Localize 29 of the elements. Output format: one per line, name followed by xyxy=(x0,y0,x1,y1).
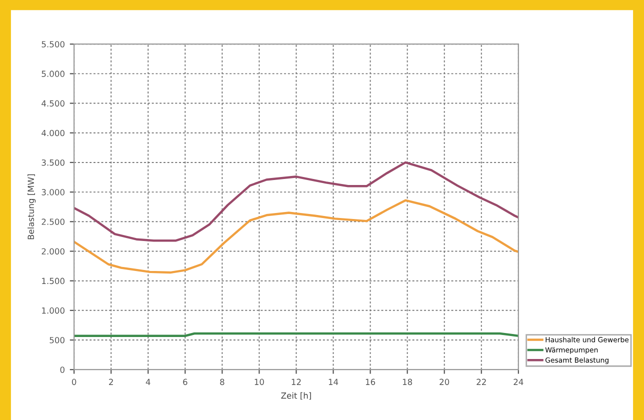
x-tick-label: 24 xyxy=(514,378,524,385)
y-tick-label: 4.000 xyxy=(42,130,64,136)
x-tick-label: 20 xyxy=(440,378,450,386)
x-tick-label: 18 xyxy=(402,378,412,386)
y-axis-title: Belastung [MW] xyxy=(28,174,36,240)
x-axis-title: Zeit [h] xyxy=(281,392,311,400)
x-tick-label: 14 xyxy=(328,378,338,385)
y-tick-label: 4.500 xyxy=(42,100,64,107)
y-tick-label: 1.000 xyxy=(42,307,64,314)
y-tick-label: 3.000 xyxy=(42,189,64,196)
y-tick-label: 500 xyxy=(50,336,64,344)
line-series xyxy=(74,199,518,274)
y-tick-label: 3.500 xyxy=(42,159,64,166)
y-tick-label: 5.000 xyxy=(42,70,64,77)
x-tick-label: 8 xyxy=(220,378,224,386)
y-tick-label: 0 xyxy=(60,366,64,373)
x-tick-label: 2 xyxy=(109,378,113,385)
x-tick-label: 22 xyxy=(476,378,486,385)
y-tick-label: 2.000 xyxy=(42,248,64,255)
y-tick-label: 1.500 xyxy=(42,278,64,284)
x-tick-label: 10 xyxy=(254,378,264,386)
x-tick-label: 16 xyxy=(366,378,376,386)
x-tick-label: 12 xyxy=(292,378,301,385)
y-tick-label: 2.500 xyxy=(42,218,64,225)
line-series xyxy=(74,161,518,242)
x-tick-label: 6 xyxy=(183,378,188,386)
x-tick-label: 0 xyxy=(72,378,76,386)
y-tick-label: 5.500 xyxy=(42,41,64,48)
x-tick-label: 4 xyxy=(146,378,150,385)
